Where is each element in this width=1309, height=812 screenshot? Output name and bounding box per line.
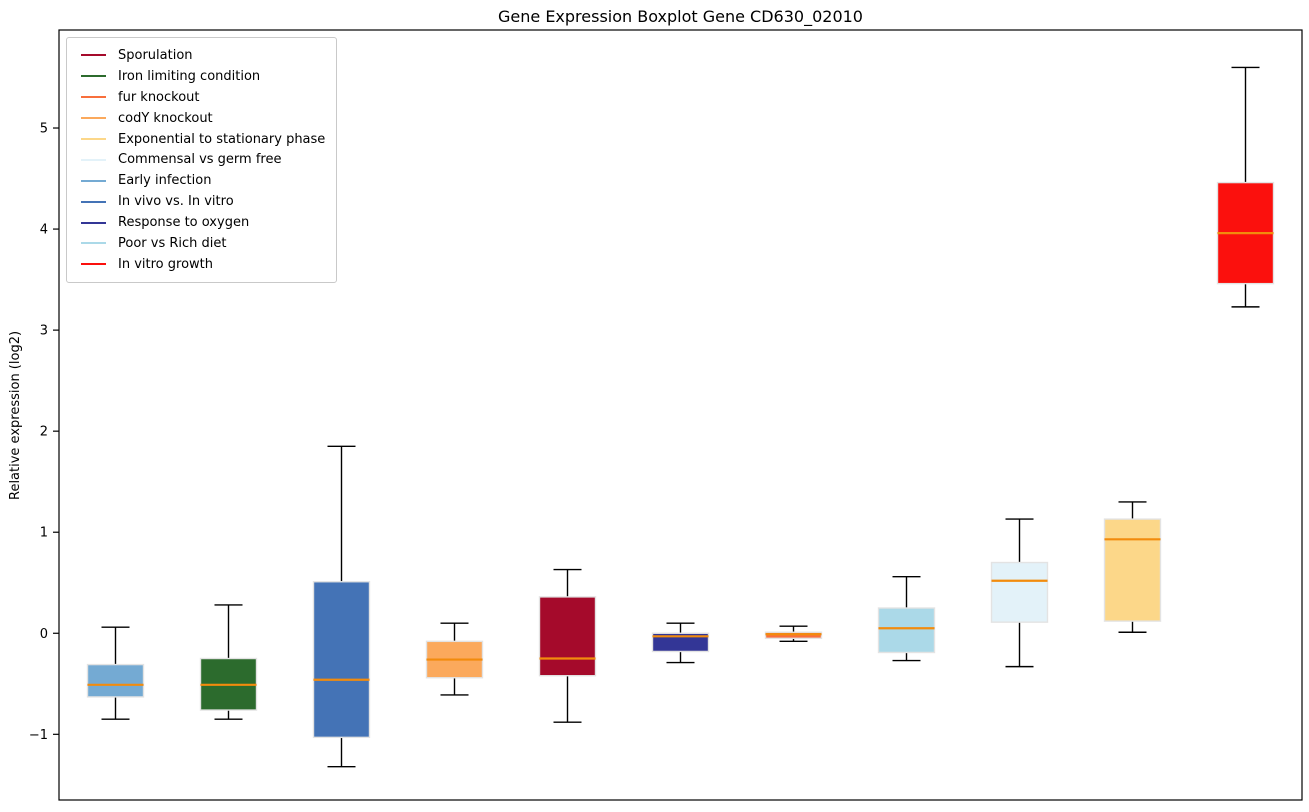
legend-swatch-iron-limiting-condition — [81, 75, 106, 78]
legend-swatch-poor-vs-rich-diet — [81, 242, 106, 245]
legend-swatch-in-vivo-vs-in-vitro — [81, 200, 106, 203]
y-tick-label: 5 — [40, 122, 48, 137]
y-tick-label: 2 — [40, 425, 48, 440]
legend-label: Commensal vs germ free — [118, 152, 282, 168]
legend-label: In vivo vs. In vitro — [118, 194, 234, 210]
legend-item-commensal-vs-germ-free: Commensal vs germ free — [75, 149, 328, 170]
legend-swatch-response-to-oxygen — [81, 221, 106, 224]
y-tick-label: 3 — [40, 324, 48, 339]
legend-item-response-to-oxygen: Response to oxygen — [75, 212, 328, 233]
boxplot-box-exponential-to-stationary-phase — [1103, 518, 1162, 622]
plot-border — [58, 29, 1303, 801]
legend: Sporulation Iron limiting condition fur kn… — [66, 37, 337, 283]
y-tick-label: 1 — [40, 526, 48, 541]
boxplot-box-poor-vs-rich-diet — [877, 607, 936, 654]
legend-swatch-exponential-to-stationary-phase — [81, 138, 106, 140]
legend-label: Sporulation — [118, 47, 193, 63]
y-tick-label: 0 — [40, 627, 48, 642]
legend-label: Exponential to stationary phase — [118, 131, 326, 147]
legend-swatch-fur-knockout — [81, 96, 106, 99]
legend-item-sporulation: Sporulation — [75, 45, 328, 66]
legend-label: In vitro growth — [118, 256, 213, 272]
legend-swatch-sporulation — [81, 54, 106, 57]
legend-swatch-in-vitro-growth — [81, 263, 106, 266]
legend-item-cody-knockout: codY knockout — [75, 108, 328, 129]
legend-swatch-cody-knockout — [81, 117, 106, 120]
boxplot-box-early-infection — [86, 663, 145, 698]
boxplot-box-commensal-vs-germ-free — [990, 561, 1049, 623]
legend-item-in-vivo-vs-in-vitro: In vivo vs. In vitro — [75, 191, 328, 212]
legend-item-early-infection: Early infection — [75, 170, 328, 191]
chart-title: Gene Expression Boxplot Gene CD630_02010 — [498, 7, 863, 26]
y-tick-label: 4 — [40, 223, 48, 238]
y-tick-label: −1 — [29, 728, 48, 743]
legend-swatch-early-infection — [81, 179, 106, 182]
legend-label: Iron limiting condition — [118, 68, 261, 84]
boxplot-box-sporulation — [538, 596, 597, 677]
legend-label: codY knockout — [118, 110, 213, 126]
legend-item-iron-limiting-condition: Iron limiting condition — [75, 66, 328, 87]
legend-item-in-vitro-growth: In vitro growth — [75, 254, 328, 275]
legend-label: fur knockout — [118, 89, 200, 105]
legend-item-poor-vs-rich-diet: Poor vs Rich diet — [75, 233, 328, 254]
legend-label: Poor vs Rich diet — [118, 235, 227, 251]
legend-item-fur-knockout: fur knockout — [75, 87, 328, 108]
boxplot-box-in-vivo-vs-in-vitro — [312, 581, 371, 739]
boxplot-box-response-to-oxygen — [651, 632, 710, 653]
legend-label: Early infection — [118, 173, 212, 189]
legend-item-exponential-to-stationary-phase: Exponential to stationary phase — [75, 129, 328, 150]
legend-swatch-commensal-vs-germ-free — [81, 158, 106, 161]
legend-label: Response to oxygen — [118, 215, 250, 231]
